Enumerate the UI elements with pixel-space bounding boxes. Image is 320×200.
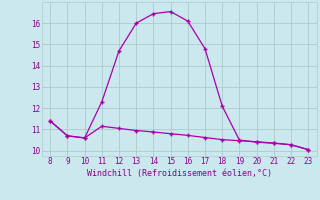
X-axis label: Windchill (Refroidissement éolien,°C): Windchill (Refroidissement éolien,°C): [87, 169, 272, 178]
